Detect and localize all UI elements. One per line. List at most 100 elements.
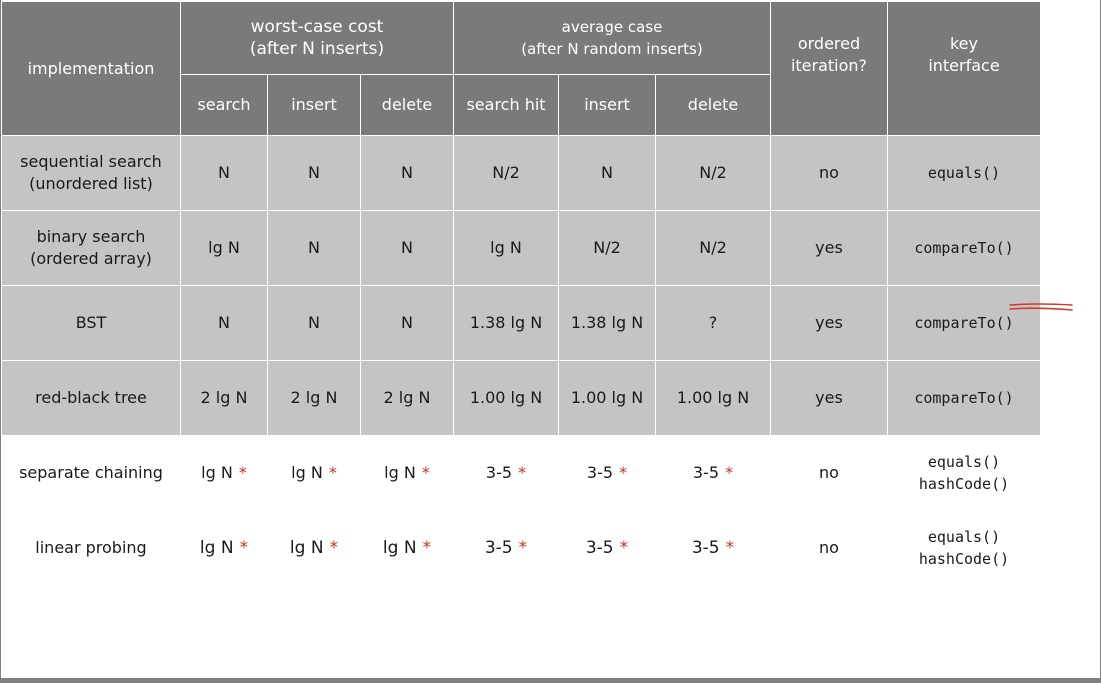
ordered-iteration-value: no [819,463,839,482]
cost-value: 2 lg N [290,388,338,407]
cost-value: 2 lg N [200,388,248,407]
cost-cell: N/2 [559,211,655,285]
header-implementation: implementation [2,2,180,135]
subheader-label: insert [584,95,630,114]
row-implementation-name: red-black tree [2,361,180,435]
asterisk-footnote-mark: * [518,538,528,558]
cost-cell: 3-5 * [559,511,655,585]
row-implementation-name: separate chaining [2,436,180,510]
asterisk-footnote-mark: * [239,538,249,558]
cost-value: N [308,238,320,257]
cost-cell: 3-5 * [656,511,770,585]
asterisk-footnote-mark: * [619,463,628,482]
cost-value: 3-5 [485,463,513,482]
key-interface-cell: equals() [888,136,1040,210]
cost-value: 3-5 [692,463,720,482]
implementation-label: sequential search (unordered list) [20,152,162,193]
header-average-case-label: average case (after N random inserts) [521,18,703,58]
cost-cell: lg N [181,211,267,285]
cost-cell: N/2 [454,136,558,210]
cost-value: lg N [382,538,417,558]
cost-value: N [308,163,320,182]
cost-value: N [401,238,413,257]
subheader-insert: insert [268,75,360,135]
cost-value: N [218,313,230,332]
cost-value: 1.38 lg N [469,313,543,332]
cost-cell: lg N * [361,436,453,510]
subheader-label: search [197,95,251,114]
cost-cell: 1.00 lg N [559,361,655,435]
cost-cell: N [361,136,453,210]
cost-value: lg N [291,463,323,482]
cost-value: N/2 [492,163,520,182]
subheader-label: insert [291,95,337,114]
cost-cell: N [361,211,453,285]
cost-cell: 1.38 lg N [559,286,655,360]
key-interface-value: equals() hashCode() [918,453,1010,493]
cost-cell: lg N [454,211,558,285]
cost-cell: lg N * [181,436,267,510]
row-implementation-name: BST [2,286,180,360]
cost-cell: N/2 [656,136,770,210]
subheader-delete: delete [361,75,453,135]
implementation-label: binary search (ordered array) [30,227,152,268]
ordered-iteration-value: yes [815,238,843,257]
header-implementation-label: implementation [27,58,155,78]
cost-value: 3-5 [586,463,614,482]
cost-cell: N [559,136,655,210]
cost-value: 3-5 [691,538,720,558]
asterisk-footnote-mark: * [725,538,735,558]
cost-value: 1.00 lg N [676,388,750,407]
cost-value: N/2 [593,238,621,257]
cost-cell: 2 lg N [361,361,453,435]
cost-value: N/2 [699,163,727,182]
ordered-iteration-cell: yes [771,211,887,285]
cost-cell: lg N * [361,511,453,585]
header-average-case: average case (after N random inserts) [454,2,770,74]
key-interface-cell: compareTo() [888,361,1040,435]
cost-cell: 3-5 * [559,436,655,510]
cost-cell: 2 lg N [268,361,360,435]
cost-value: lg N [199,538,234,558]
row-implementation-name: sequential search (unordered list) [2,136,180,210]
cost-value: N [401,313,413,332]
key-interface-cell: compareTo() [888,286,1040,360]
implementation-label: red-black tree [35,388,147,407]
row-implementation-name: linear probing [2,511,180,585]
ordered-iteration-value: no [819,538,839,557]
cost-value: 2 lg N [383,388,431,407]
cost-cell: N/2 [656,211,770,285]
key-interface-cell: equals() hashCode() [888,511,1040,585]
cost-value: lg N [384,463,416,482]
cost-value: 1.00 lg N [570,388,644,407]
key-interface-value: compareTo() [914,314,1014,332]
cost-value: lg N [201,463,233,482]
cost-cell: N [181,136,267,210]
subheader-label: delete [381,95,433,114]
header-key-interface: key interface [888,2,1040,135]
cost-cell: 1.00 lg N [656,361,770,435]
ordered-iteration-value: yes [815,388,843,407]
key-interface-cell: compareTo() [888,211,1040,285]
cost-value: N [218,163,230,182]
ordered-iteration-value: yes [815,313,843,332]
header-ordered-iteration-label: ordered iteration? [790,33,868,75]
implementation-label: separate chaining [19,463,163,482]
ordered-iteration-cell: yes [771,286,887,360]
implementation-label: BST [75,313,107,332]
cost-cell: 1.38 lg N [454,286,558,360]
cost-value: N/2 [699,238,727,257]
cost-cell: lg N * [268,436,360,510]
header-ordered-iteration: ordered iteration? [771,2,887,135]
cost-value: lg N [208,238,240,257]
subheader-label: search hit [466,95,546,114]
implementation-label: linear probing [35,538,147,557]
cost-value: 1.00 lg N [469,388,543,407]
asterisk-footnote-mark: * [328,463,337,482]
cost-cell: 1.00 lg N [454,361,558,435]
cost-cell: lg N * [181,511,267,585]
key-interface-value: compareTo() [914,389,1014,407]
cost-cell: 3-5 * [454,511,558,585]
key-interface-value: compareTo() [914,239,1014,257]
cost-cell: N [268,286,360,360]
